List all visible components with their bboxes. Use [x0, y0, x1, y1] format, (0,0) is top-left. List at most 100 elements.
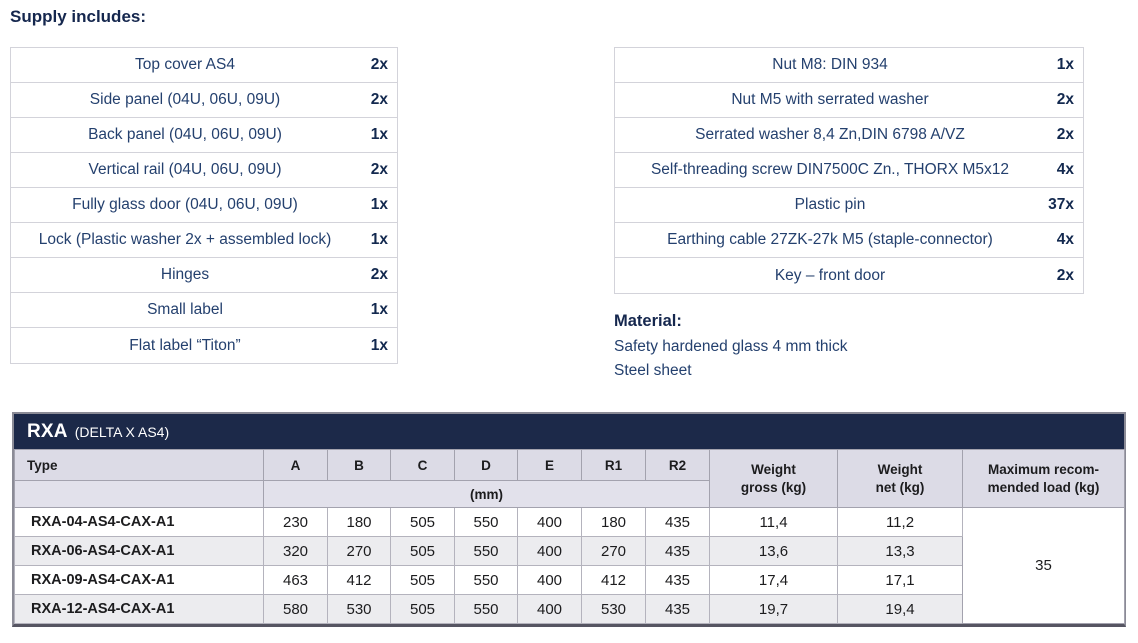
supply-item-label: Flat label “Titon”: [129, 336, 241, 354]
supply-item-label: Serrated washer 8,4 Zn,DIN 6798 A/VZ: [695, 126, 965, 143]
table-row: Self-threading screw DIN7500C Zn., THORX…: [615, 153, 1083, 188]
cell-a: 230: [263, 507, 328, 537]
table-row: Fully glass door (04U, 06U, 09U) 1x: [11, 188, 397, 223]
column-header-e: E: [517, 449, 582, 481]
supply-item-label: Nut M5 with serrated washer: [731, 91, 929, 108]
table-row: Vertical rail (04U, 06U, 09U) 2x: [11, 153, 397, 188]
table-row: Side panel (04U, 06U, 09U) 2x: [11, 83, 397, 118]
supply-item-label: Earthing cable 27ZK-27k M5 (staple-conne…: [667, 231, 993, 248]
supply-item-qty: 4x: [1056, 161, 1074, 178]
material-line: Steel sheet: [614, 362, 692, 379]
column-header-b: B: [327, 449, 391, 481]
supply-item-qty: 1x: [1056, 56, 1074, 73]
cell-d: 550: [454, 536, 518, 566]
table-row: RXA-12-AS4-CAX-A1 580 530 505 550 400 53…: [14, 594, 1125, 624]
cell-c: 505: [390, 507, 455, 537]
cell-d: 550: [454, 565, 518, 595]
cell-weight-gross: 11,4: [709, 507, 838, 537]
supply-item-qty: 1x: [370, 231, 388, 248]
cell-r1: 180: [581, 507, 646, 537]
header-line: Weight: [751, 461, 796, 477]
supply-item-qty: 2x: [370, 91, 388, 108]
table-row: Plastic pin 37x: [615, 188, 1083, 223]
cell-weight-net: 17,1: [837, 565, 963, 595]
cell-weight-gross: 17,4: [709, 565, 838, 595]
table-row: Nut M8: DIN 934 1x: [615, 48, 1083, 83]
table-row: Nut M5 with serrated washer 2x: [615, 83, 1083, 118]
spec-title: RXA: [27, 420, 68, 442]
header-line: gross (kg): [740, 479, 807, 495]
cell-b: 270: [327, 536, 391, 566]
column-header-type: Type: [14, 449, 264, 481]
table-row: RXA-09-AS4-CAX-A1 463 412 505 550 400 41…: [14, 565, 1125, 595]
supply-item-label: Lock (Plastic washer 2x + assembled lock…: [38, 231, 332, 248]
header-line: Weight: [877, 461, 923, 477]
table-row: Top cover AS4 2x: [11, 48, 397, 83]
supply-item-label: Hinges: [160, 266, 210, 283]
header-line: net (kg): [875, 479, 925, 495]
cell-r1: 270: [581, 536, 646, 566]
table-row: Earthing cable 27ZK-27k M5 (staple-conne…: [615, 223, 1083, 258]
column-header-r2: R2: [645, 449, 710, 481]
cell-max-load: 35: [962, 507, 1125, 624]
supply-table-right: Nut M8: DIN 934 1x Nut M5 with serrated w…: [614, 47, 1084, 294]
spec-subtitle: (DELTA X AS4): [74, 423, 170, 440]
cell-d: 550: [454, 507, 518, 537]
column-header-c: C: [390, 449, 455, 481]
cell-a: 320: [263, 536, 328, 566]
cell-b: 412: [327, 565, 391, 595]
table-row: Lock (Plastic washer 2x + assembled lock…: [11, 223, 397, 258]
cell-e: 400: [517, 565, 582, 595]
spec-table: RXA (DELTA X AS4) Type A B C D E R1 R2 W…: [12, 412, 1126, 627]
supply-item-qty: 37x: [1048, 196, 1074, 213]
table-row: Back panel (04U, 06U, 09U) 1x: [11, 118, 397, 153]
supply-item-qty: 2x: [1056, 91, 1074, 108]
supply-item-qty: 4x: [1056, 231, 1074, 248]
page-title: Supply includes:: [10, 7, 147, 26]
supply-item-label: Small label: [147, 301, 223, 318]
table-row: RXA-06-AS4-CAX-A1 320 270 505 550 400 27…: [14, 536, 1125, 566]
cell-c: 505: [390, 594, 455, 624]
supply-item-qty: 2x: [370, 161, 388, 178]
cell-e: 400: [517, 536, 582, 566]
supply-item-qty: 2x: [1056, 126, 1074, 143]
material-heading: Material:: [614, 312, 682, 330]
cell-r1: 530: [581, 594, 646, 624]
cell-b: 530: [327, 594, 391, 624]
header-line: mended load (kg): [987, 479, 1100, 495]
column-header-weight-net: Weight net (kg): [837, 449, 963, 508]
cell-type: RXA-06-AS4-CAX-A1: [14, 536, 264, 566]
empty-header-cell: [14, 480, 264, 508]
table-row: Serrated washer 8,4 Zn,DIN 6798 A/VZ 2x: [615, 118, 1083, 153]
cell-e: 400: [517, 594, 582, 624]
cell-c: 505: [390, 565, 455, 595]
supply-item-qty: 2x: [370, 266, 388, 283]
cell-r2: 435: [645, 536, 710, 566]
column-header-r1: R1: [581, 449, 646, 481]
supply-table-left: Top cover AS4 2x Side panel (04U, 06U, 09…: [10, 47, 398, 364]
table-row: RXA-04-AS4-CAX-A1 230 180 505 550 400 18…: [14, 507, 1125, 624]
table-row: Key – front door 2x: [615, 258, 1083, 293]
spec-title-bar: RXA (DELTA X AS4): [14, 414, 1124, 449]
supply-item-label: Nut M8: DIN 934: [772, 56, 888, 73]
cell-r2: 435: [645, 565, 710, 595]
cell-weight-net: 19,4: [837, 594, 963, 624]
supply-item-label: Plastic pin: [794, 196, 866, 213]
cell-weight-net: 13,3: [837, 536, 963, 566]
header-line: Maximum recom-: [987, 461, 1100, 477]
supply-item-label: Key – front door: [774, 266, 886, 284]
supply-item-qty: 1x: [370, 196, 388, 213]
cell-a: 463: [263, 565, 328, 595]
cell-weight-net: 11,2: [837, 507, 963, 537]
table-row: Flat label “Titon” 1x: [11, 328, 397, 363]
supply-item-qty: 2x: [1056, 266, 1074, 284]
unit-row-label: (mm): [263, 480, 710, 508]
cell-type: RXA-09-AS4-CAX-A1: [14, 565, 264, 595]
cell-d: 550: [454, 594, 518, 624]
table-row: Hinges 2x: [11, 258, 397, 293]
supply-item-label: Side panel (04U, 06U, 09U): [89, 91, 281, 108]
supply-item-qty: 1x: [370, 336, 388, 354]
supply-item-qty: 1x: [370, 126, 388, 143]
supply-item-label: Back panel (04U, 06U, 09U): [88, 126, 282, 143]
cell-c: 505: [390, 536, 455, 566]
